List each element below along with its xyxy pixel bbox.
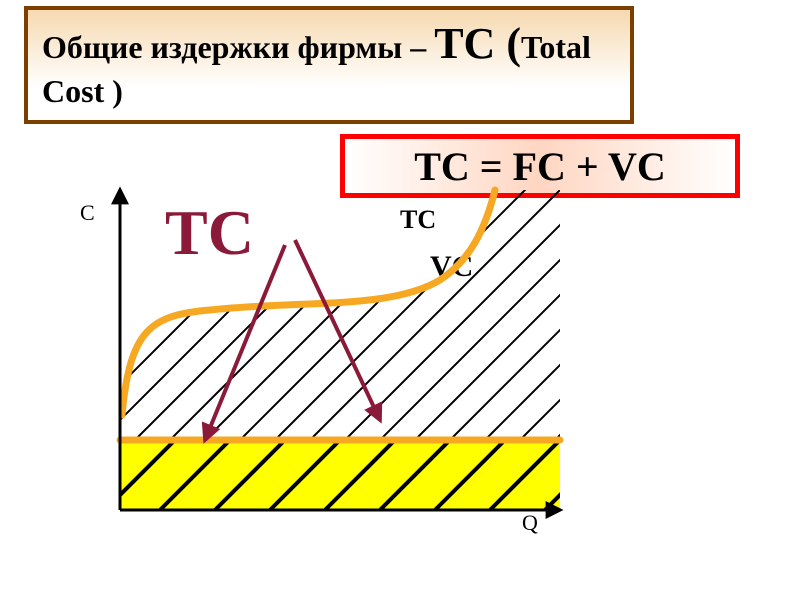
cost-chart <box>70 180 590 560</box>
title-box: Общие издержки фирмы – ТС (Total Cost ) <box>24 6 634 124</box>
title-text: Общие издержки фирмы – ТС (Total Cost ) <box>42 45 591 106</box>
